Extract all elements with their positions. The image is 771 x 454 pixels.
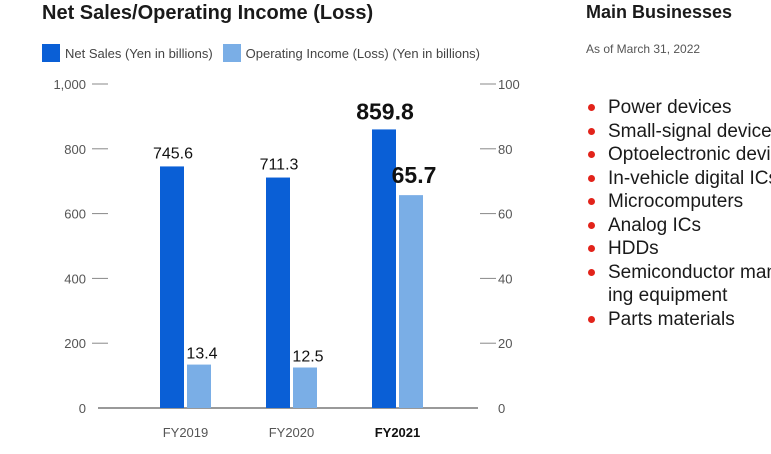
business-item-label: Small-signal devices bbox=[608, 120, 771, 142]
net-sales-bar bbox=[160, 166, 184, 408]
business-item-label-continued: ing equipment bbox=[608, 285, 728, 306]
y-right-tick-label: 0 bbox=[498, 401, 505, 416]
y-left-tick-label: 1,000 bbox=[53, 77, 86, 92]
x-category-label: FY2019 bbox=[163, 425, 209, 440]
as-of-date: As of March 31, 2022 bbox=[586, 42, 701, 56]
legend-operating-income: Operating Income (Loss) (Yen in billions… bbox=[222, 44, 481, 62]
net-sales-bar bbox=[372, 129, 396, 408]
operating-income-bar bbox=[187, 364, 211, 408]
y-right-tick-label: 40 bbox=[498, 271, 512, 286]
operating-income-value-label: 65.7 bbox=[392, 162, 437, 188]
legend-operating-income-label: Operating Income (Loss) (Yen in billions… bbox=[245, 45, 481, 61]
x-category-label: FY2021 bbox=[375, 425, 421, 440]
operating-income-swatch bbox=[222, 44, 241, 62]
legend-net-sales: Net Sales (Yen in billions) bbox=[42, 44, 213, 62]
business-list-item: Analog ICs bbox=[586, 214, 771, 238]
y-right-tick-label: 20 bbox=[498, 336, 512, 351]
bullet-icon bbox=[588, 127, 595, 135]
business-list-item: Power devices bbox=[586, 96, 771, 120]
net-sales-swatch bbox=[42, 44, 60, 62]
bullet-icon bbox=[588, 198, 595, 205]
net-sales-value-label: 745.6 bbox=[153, 145, 193, 162]
legend-net-sales-label: Net Sales (Yen in billions) bbox=[65, 45, 213, 61]
bar-chart: 0 200 400 600 800 1,000 0 20 40 60 80 100 745.6 13.4 F… bbox=[53, 77, 520, 440]
bullet-icon bbox=[588, 104, 595, 111]
y-left-tick-label: 400 bbox=[64, 271, 86, 286]
main-businesses-panel: Main Businesses As of March 31, 2022 Pow… bbox=[586, 0, 771, 454]
business-list-item: In-vehicle digital ICs bbox=[586, 167, 771, 191]
net-sales-value-label: 711.3 bbox=[260, 157, 299, 174]
net-sales-value-label: 859.8 bbox=[356, 98, 414, 124]
net-sales-bar bbox=[266, 177, 290, 408]
business-list-item: HDDs bbox=[586, 237, 771, 261]
business-item-label: Semiconductor manufactur- bbox=[608, 261, 771, 283]
business-item-label: Power devices bbox=[608, 97, 732, 118]
bullet-icon bbox=[588, 268, 595, 276]
y-left-tick-label: 800 bbox=[64, 142, 86, 157]
business-item-label: Parts materials bbox=[608, 308, 735, 330]
chart-title: Net Sales/Operating Income (Loss) bbox=[42, 2, 374, 24]
business-list-item: Small-signal devices bbox=[586, 120, 771, 144]
business-item-label: In-vehicle digital ICs bbox=[608, 167, 771, 189]
chart-legend: Net Sales (Yen in billions) Operating In… bbox=[42, 44, 490, 62]
y-right-tick-label: 100 bbox=[498, 77, 520, 92]
bullet-icon bbox=[588, 151, 595, 158]
operating-income-bar bbox=[399, 195, 423, 408]
y-right-tick-label: 60 bbox=[498, 207, 512, 222]
operating-income-value-label: 12.5 bbox=[292, 349, 323, 366]
bullet-icon bbox=[588, 221, 595, 229]
business-list: Power devices Small-signal devices Optoele… bbox=[586, 96, 771, 331]
y-left-tick-label: 0 bbox=[79, 401, 86, 416]
business-list-item: Microcomputers bbox=[586, 190, 771, 214]
business-list-item: Semiconductor manufactur-ing equipment bbox=[586, 261, 771, 308]
bullet-icon bbox=[588, 245, 595, 252]
main-businesses-title: Main Businesses bbox=[586, 2, 733, 22]
business-item-label: Analog ICs bbox=[608, 214, 701, 236]
y-left-tick-label: 600 bbox=[64, 207, 86, 222]
business-list-item: Parts materials bbox=[586, 308, 771, 332]
business-item-label: Optoelectronic devices bbox=[608, 144, 771, 165]
business-item-label: Microcomputers bbox=[608, 191, 744, 212]
y-left-tick-label: 200 bbox=[64, 336, 86, 351]
operating-income-value-label: 13.4 bbox=[186, 346, 217, 363]
business-list-item: Optoelectronic devices bbox=[586, 143, 771, 167]
y-right-tick-label: 80 bbox=[498, 142, 512, 157]
x-category-label: FY2020 bbox=[269, 425, 315, 440]
business-item-label: HDDs bbox=[608, 238, 659, 259]
bullet-icon bbox=[588, 174, 595, 182]
bullet-icon bbox=[588, 315, 595, 323]
operating-income-bar bbox=[293, 367, 317, 408]
